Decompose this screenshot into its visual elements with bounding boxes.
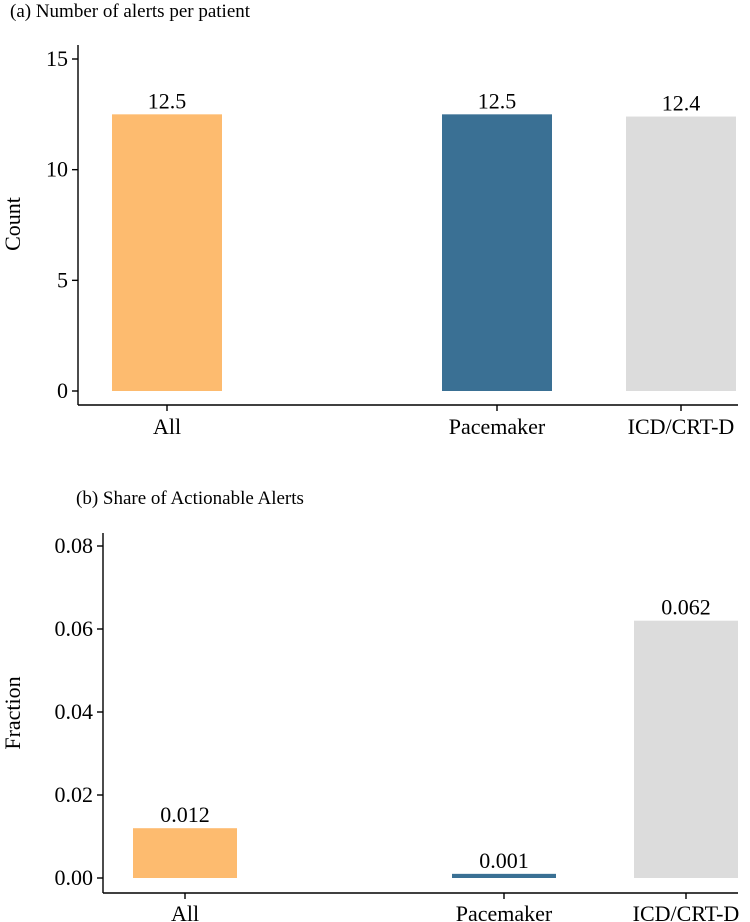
panel-b-y-tick-label: 0.02: [55, 782, 94, 807]
panel-b-plot: 0.00 0.02 0.04 0.06 0.08 0.012 All 0.001 Pacemak…: [55, 533, 740, 922]
panel-a-bar-3: [626, 116, 736, 392]
panel-b-y-tick-label: 0.00: [55, 865, 94, 890]
panel-b-data-label-2: 0.001: [479, 848, 529, 873]
panel-b-x-tick-label-3: ICD/CRT-D: [633, 901, 740, 922]
panel-a-bar-2: [442, 114, 552, 391]
panel-b-x-tick-label-1: All: [171, 901, 199, 922]
panel-a-x-tick-label-2: Pacemaker: [449, 414, 546, 439]
panel-a-y-tick-label: 15: [46, 46, 68, 71]
panel-b-y-tick-label: 0.04: [55, 699, 94, 724]
panel-b-y-tick-label: 0.08: [55, 533, 94, 558]
panel-b-x-tick-label-2: Pacemaker: [456, 901, 553, 922]
panel-a-y-tick-label: 5: [57, 267, 68, 292]
panel-b-bar-1: [133, 828, 237, 878]
panel-b-data-label-3: 0.062: [661, 595, 711, 620]
panel-a-plot: 0 5 10 15 12.5 All 12.5 Pacemaker 12.4 ICD/CRT-D: [46, 45, 738, 439]
panel-a-bar-1: [112, 114, 222, 391]
panel-b-bar-3: [634, 620, 738, 878]
panel-a-x-tick-label-1: All: [153, 414, 181, 439]
panel-b: (b) Share of Actionable Alerts Fraction …: [0, 488, 739, 922]
panel-a-x-tick-label-3: ICD/CRT-D: [628, 414, 735, 439]
panel-b-bar-2: [452, 873, 556, 878]
panel-b-data-label-1: 0.012: [160, 802, 210, 827]
panel-b-y-tick-label: 0.06: [55, 616, 94, 641]
panel-b-y-axis-title: Fraction: [0, 676, 25, 749]
panel-a-y-tick-label: 10: [46, 157, 68, 182]
panel-a-y-tick-label: 0: [57, 378, 68, 403]
panel-a-data-label-1: 12.5: [148, 88, 187, 113]
panel-a-title: (a) Number of alerts per patient: [10, 1, 251, 22]
panel-b-title: (b) Share of Actionable Alerts: [76, 488, 304, 509]
panel-a-y-axis-title: Count: [0, 197, 25, 251]
panel-a-data-label-2: 12.5: [478, 88, 517, 113]
panel-a-data-label-3: 12.4: [662, 91, 701, 116]
panel-a: (a) Number of alerts per patient Count 0…: [0, 1, 738, 439]
